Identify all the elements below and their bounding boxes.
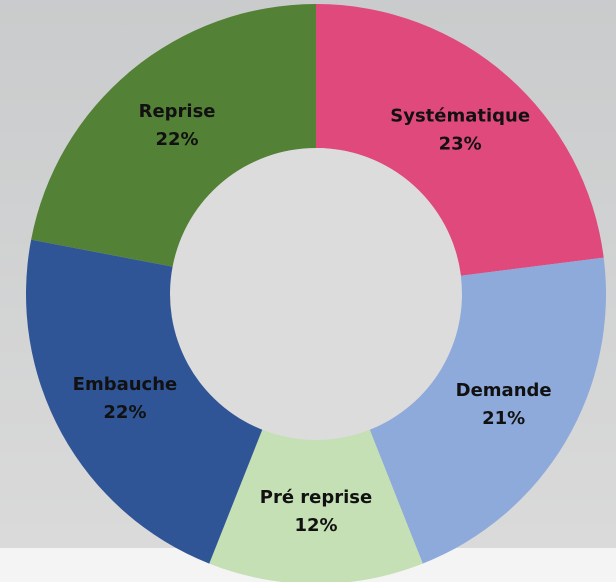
slice-label: Systématique	[390, 105, 530, 126]
slice-value-label: 21%	[482, 408, 525, 429]
donut-slice	[316, 4, 604, 276]
slice-label: Pré reprise	[260, 487, 372, 508]
slice-value-label: 12%	[294, 515, 337, 536]
slice-value-label: 22%	[103, 402, 146, 423]
slice-label: Embauche	[73, 374, 178, 395]
slice-value-label: 22%	[155, 129, 198, 150]
slice-label: Reprise	[139, 101, 216, 122]
slice-value-label: 23%	[439, 133, 482, 154]
donut-slice	[25, 239, 263, 564]
donut-slice	[369, 257, 607, 564]
donut-slice	[209, 429, 423, 582]
slice-label: Demande	[456, 380, 552, 401]
donut-slice	[31, 4, 317, 267]
donut-hole	[170, 148, 462, 440]
